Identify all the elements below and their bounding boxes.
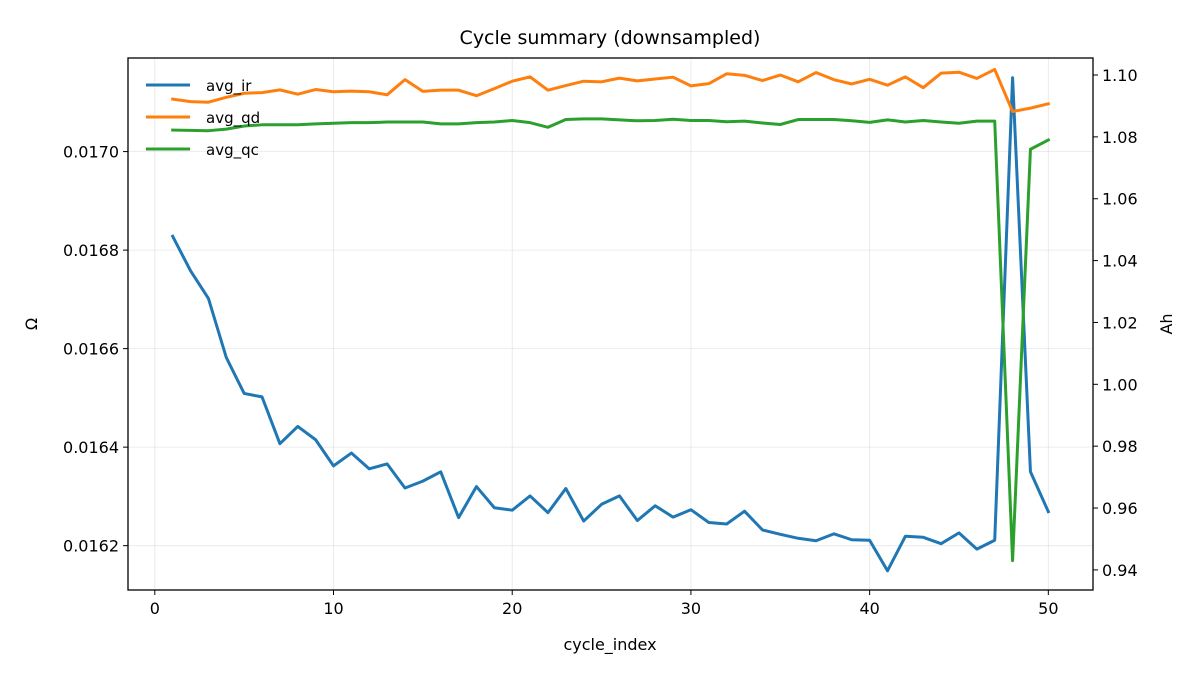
y-right-tick-label: 0.98 [1102,437,1138,456]
y-axis-right: 0.94 0.96 0.98 1.00 1.02 1.04 1.06 1.08 1.10 [1093,66,1138,580]
y-right-tick-label: 1.04 [1102,252,1138,271]
x-tick-label: 40 [859,599,879,618]
y-right-tick-label: 1.10 [1102,66,1138,85]
y-left-tick-label: 0.0170 [63,143,119,162]
x-tick-label: 0 [150,599,160,618]
y-left-tick-label: 0.0168 [63,241,119,260]
x-axis-title: cycle_index [563,635,656,655]
x-tick-label: 10 [323,599,343,618]
x-tick-label: 50 [1038,599,1058,618]
y-axis-left-title: Ω [22,318,41,330]
y-axis-right-title: Ah [1157,313,1176,334]
y-right-tick-label: 1.08 [1102,128,1138,147]
y-left-tick-label: 0.0162 [63,537,119,556]
series-line-avg-qd [170,67,1051,114]
x-tick-label: 30 [681,599,701,618]
y-right-tick-label: 1.02 [1102,313,1138,332]
y-left-tick-label: 0.0166 [63,340,119,359]
series-line-avg-qc [171,117,1051,563]
legend-label-avg-qc: avg_qc [206,141,259,160]
x-tick-label: 20 [502,599,522,618]
plot-frame [127,57,1094,591]
y-right-tick-label: 0.94 [1102,561,1138,580]
y-axis-left: 0.0162 0.0164 0.0166 0.0168 0.0170 [63,143,128,556]
chart-title: Cycle summary (downsampled) [460,27,761,49]
series-lines [170,67,1051,573]
legend: avg_ir avg_qd avg_qc [146,77,260,160]
x-axis: 0 10 20 30 40 50 [150,590,1059,618]
legend-label-avg-ir: avg_ir [206,77,252,96]
y-right-tick-label: 1.06 [1102,190,1138,209]
y-right-tick-label: 0.96 [1102,499,1138,518]
legend-label-avg-qd: avg_qd [206,109,260,128]
y-right-tick-label: 1.00 [1102,375,1138,394]
y-left-tick-label: 0.0164 [63,438,119,457]
grid [128,58,1093,590]
series-line-avg-ir [170,76,1051,573]
